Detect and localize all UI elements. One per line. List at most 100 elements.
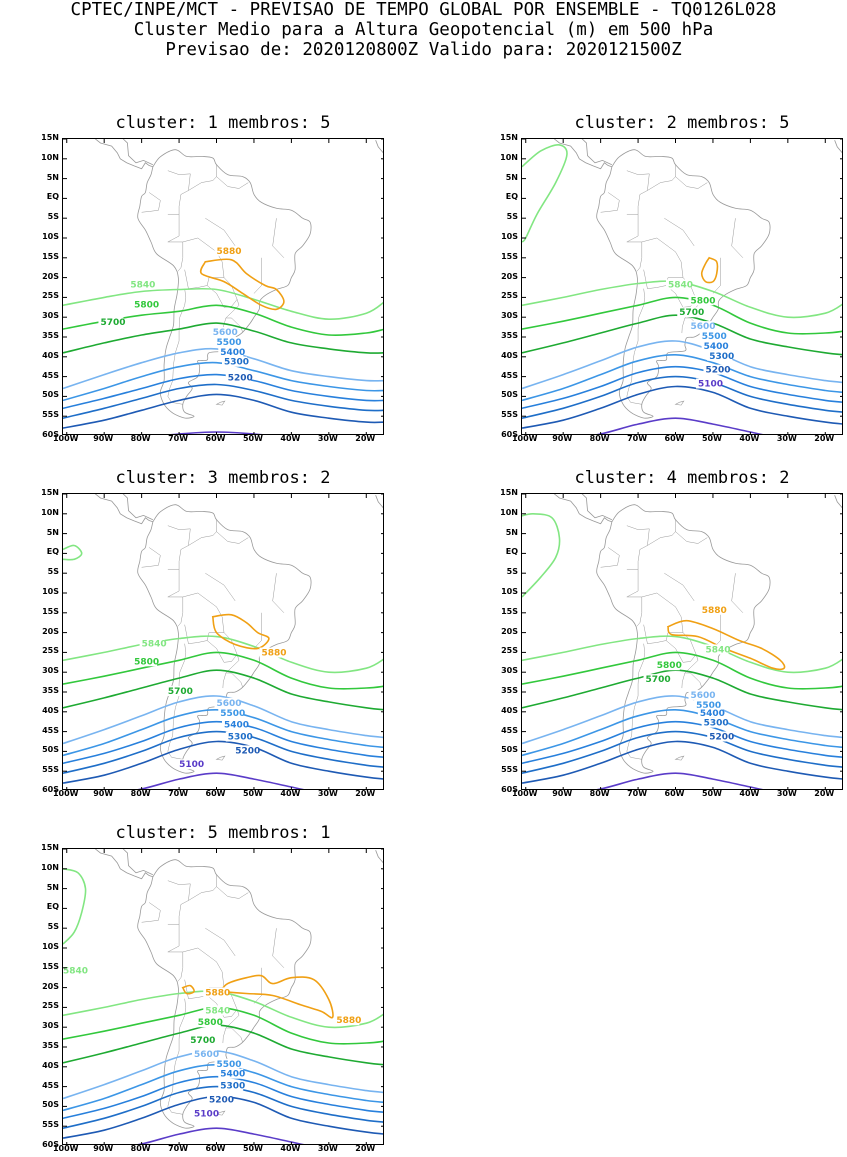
lon-label: 100W [511, 434, 538, 443]
geopotential-map: 5840 5800 5700 5600 5500 5400 5300 5200 5100 [521, 138, 843, 435]
contour-label: 5500 [702, 332, 727, 342]
contour-label: 5840 [705, 645, 730, 655]
country-border [167, 998, 187, 1115]
lat-label: 20S [501, 271, 518, 281]
contour-label: 5840 [205, 1006, 230, 1016]
lat-label: 60S [501, 785, 518, 794]
height-contour [63, 1024, 383, 1066]
lon-label: 100W [52, 434, 79, 443]
country-border [253, 967, 262, 1004]
lat-label: 25S [501, 646, 518, 656]
lat-label: 30S [42, 666, 59, 676]
contour-label-bg [701, 340, 727, 351]
height-contour [137, 1127, 304, 1144]
contour-label: 5300 [709, 352, 734, 362]
contour-label-bg [165, 685, 191, 696]
lat-label: 40S [42, 1060, 59, 1070]
lat-label: 15N [41, 843, 59, 852]
height-contour-5880 [211, 613, 270, 650]
lat-label: 30S [501, 311, 518, 321]
height-contour [522, 730, 842, 774]
contour-label-bg [192, 1048, 218, 1059]
lat-label: 50S [42, 1100, 59, 1110]
lon-label: 70W [168, 789, 189, 798]
country-border [222, 672, 227, 689]
height-contour [63, 1006, 383, 1045]
contour-label: 5800 [657, 661, 682, 671]
country-border [253, 612, 262, 649]
contour-label: 5700 [168, 687, 193, 697]
geopotential-map: 5880 5840 5800 5700 5600 5500 5400 5300 5200 5100 [62, 493, 384, 790]
lat-label: 30S [42, 1021, 59, 1031]
lat-label: 20S [42, 981, 59, 991]
country-border [626, 643, 646, 760]
country-border [626, 170, 650, 215]
height-contour-5840-west [63, 544, 83, 561]
country-border [206, 632, 238, 663]
lon-label: 60W [205, 434, 226, 443]
contour-label-bg [677, 307, 703, 318]
height-contour [522, 365, 842, 410]
lat-label: 40S [42, 705, 59, 715]
country-border [141, 547, 161, 568]
lon-label: 50W [701, 434, 722, 443]
lon-label: 100W [52, 789, 79, 798]
contour-label: 5880 [336, 1016, 361, 1026]
island [674, 755, 685, 761]
country-border [272, 573, 285, 613]
coastline-africa [834, 140, 842, 154]
height-contour [596, 772, 763, 789]
contour-label-bg [694, 699, 720, 710]
lat-label: 5N [46, 527, 59, 537]
lat-label: 45S [42, 725, 59, 735]
header-line-2: Cluster Medio para a Altura Geopotencial… [133, 20, 714, 40]
lat-label: 20S [42, 626, 59, 636]
height-contour [63, 730, 383, 774]
lon-label: 20W [355, 1144, 376, 1153]
contour-label-bg [334, 1015, 360, 1026]
country-border [205, 927, 236, 957]
contour-label-bg [688, 321, 714, 332]
lat-label: 55S [42, 765, 59, 775]
contour-label-bg [697, 707, 723, 718]
contour-label-bg [695, 378, 721, 389]
contour-label-bg [703, 644, 729, 655]
contour-label-bg [225, 372, 251, 383]
lat-label: 5N [46, 172, 59, 182]
contour-label-bg [666, 279, 692, 290]
geopotential-map: 5840 5880 5880 5840 5800 5700 5600 5500 5400 5300… [62, 848, 384, 1145]
lon-label: 70W [168, 1144, 189, 1153]
contour-label: 5700 [190, 1036, 215, 1046]
coastline-africa [375, 140, 383, 154]
contour-label: 5880 [205, 989, 230, 999]
contour-label: 5600 [217, 699, 242, 709]
country-border [647, 164, 676, 191]
lat-label: 15S [42, 251, 59, 261]
contour-label-bg [688, 689, 714, 700]
lon-label: 80W [130, 789, 151, 798]
contour-label: 5600 [690, 691, 715, 701]
height-contour [63, 1095, 383, 1139]
country-border [205, 572, 236, 602]
contour-label: 5800 [690, 296, 715, 306]
lat-label: 35S [42, 1041, 59, 1050]
country-border [141, 192, 161, 213]
country-border [675, 176, 708, 189]
contour-label: 5600 [213, 328, 238, 338]
country-border [167, 525, 191, 570]
contour-label: 5200 [235, 746, 260, 756]
country-border [188, 519, 217, 546]
contour-label: 5200 [209, 1095, 234, 1105]
lon-label: 70W [627, 434, 648, 443]
lat-label: 60S [42, 1140, 59, 1149]
height-contour [63, 1050, 383, 1100]
coastline-south-america [137, 149, 312, 419]
lat-label: 5S [47, 922, 59, 932]
panel-title: cluster: 3 membros: 2 [115, 468, 331, 488]
height-contour [63, 651, 383, 690]
country-border [253, 257, 262, 294]
height-contour [522, 740, 842, 784]
contour-label-bg [132, 656, 158, 667]
height-contour [522, 708, 842, 757]
